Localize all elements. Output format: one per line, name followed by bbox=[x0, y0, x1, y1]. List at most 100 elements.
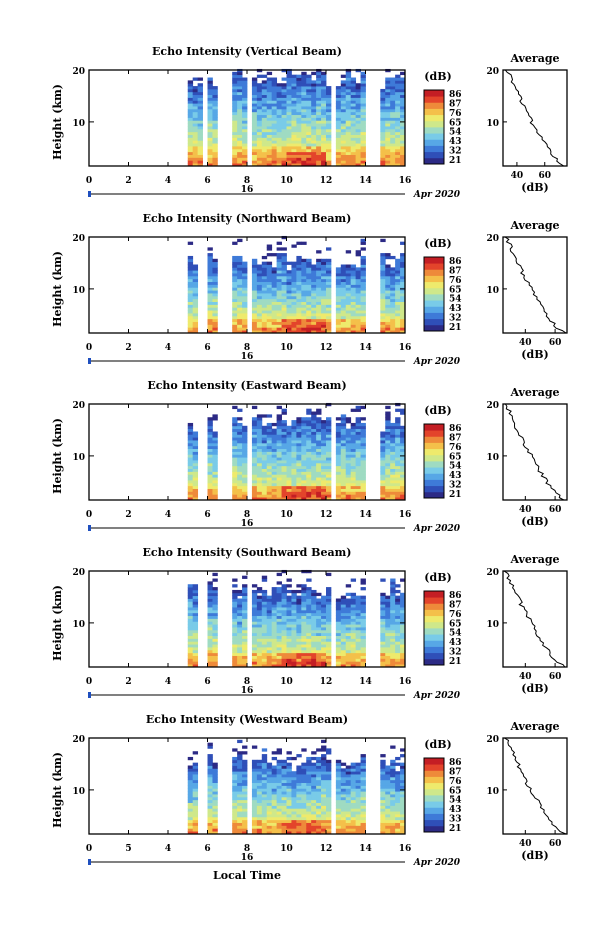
heatmap-cell bbox=[296, 262, 301, 265]
heatmap-cell bbox=[301, 426, 306, 429]
heatmap-cell bbox=[188, 658, 193, 661]
heatmap-cell bbox=[296, 653, 301, 656]
heatmap-cell bbox=[306, 287, 311, 290]
heatmap-cell bbox=[232, 117, 237, 120]
heatmap-cell bbox=[237, 432, 242, 435]
timeline-start-marker bbox=[88, 692, 91, 698]
heatmap-cell bbox=[390, 132, 395, 135]
heatmap-cell bbox=[356, 327, 361, 330]
heatmap-cell bbox=[380, 477, 385, 480]
heatmap-cell bbox=[188, 120, 193, 123]
heatmap-cell bbox=[306, 443, 311, 446]
heatmap-cell bbox=[316, 449, 321, 452]
heatmap-cell bbox=[237, 117, 242, 120]
heatmap-cell bbox=[212, 454, 217, 457]
heatmap-cell bbox=[262, 817, 267, 820]
heatmap-cell bbox=[188, 265, 193, 268]
heatmap-cell bbox=[326, 636, 331, 639]
heatmap-cell bbox=[306, 483, 311, 486]
colorbar-segment bbox=[424, 449, 444, 456]
heatmap-cell bbox=[326, 800, 331, 803]
heatmap-cell bbox=[390, 610, 395, 613]
heatmap-cell bbox=[208, 780, 213, 783]
heatmap-cell bbox=[336, 143, 341, 146]
heatmap-cell bbox=[321, 607, 326, 610]
heatmap-cell bbox=[262, 636, 267, 639]
heatmap-cell bbox=[277, 426, 282, 429]
heatmap-cell bbox=[291, 650, 296, 653]
heatmap-cell bbox=[326, 751, 331, 754]
heatmap-cell bbox=[277, 621, 282, 624]
heatmap-cell bbox=[277, 92, 282, 95]
heatmap-cell bbox=[326, 783, 331, 786]
heatmap-cell bbox=[291, 95, 296, 98]
heatmap-cell bbox=[291, 653, 296, 656]
heatmap-cell bbox=[311, 299, 316, 302]
heatmap-cell bbox=[291, 106, 296, 109]
heatmap-cell bbox=[306, 417, 311, 420]
heatmap-cell bbox=[311, 610, 316, 613]
average-frame bbox=[503, 571, 567, 667]
heatmap-cell bbox=[277, 95, 282, 98]
heatmap-cell bbox=[242, 137, 247, 140]
heatmap-cell bbox=[272, 123, 277, 126]
heatmap-cell bbox=[242, 443, 247, 446]
heatmap-cell bbox=[232, 440, 237, 443]
heatmap-cell bbox=[267, 429, 272, 432]
heatmap-cell bbox=[380, 653, 385, 656]
heatmap-cell bbox=[341, 106, 346, 109]
heatmap-cell bbox=[306, 587, 311, 590]
heatmap-cell bbox=[272, 322, 277, 325]
heatmap-cell bbox=[385, 440, 390, 443]
heatmap-cell bbox=[311, 89, 316, 92]
heatmap-cell bbox=[346, 644, 351, 647]
average-x-label: (dB) bbox=[521, 515, 548, 528]
heatmap-cell bbox=[356, 152, 361, 155]
heatmap-cell bbox=[380, 641, 385, 644]
heatmap-cell bbox=[346, 647, 351, 650]
heatmap-cell bbox=[277, 797, 282, 800]
heatmap-cell bbox=[242, 653, 247, 656]
heatmap-cell bbox=[287, 788, 292, 791]
heatmap-cell bbox=[277, 783, 282, 786]
heatmap-cell bbox=[282, 817, 287, 820]
heatmap-cell bbox=[306, 469, 311, 472]
heatmap-cell bbox=[395, 324, 400, 327]
heatmap-cell bbox=[311, 489, 316, 492]
heatmap-cell bbox=[346, 129, 351, 132]
heatmap-cell bbox=[262, 135, 267, 138]
heatmap-cell bbox=[341, 327, 346, 330]
heatmap-cell bbox=[198, 112, 203, 115]
heatmap-cell bbox=[385, 661, 390, 664]
heatmap-cell bbox=[272, 106, 277, 109]
heatmap-cell bbox=[252, 307, 257, 310]
heatmap-cell bbox=[326, 273, 331, 276]
heatmap-cell bbox=[277, 656, 282, 659]
average-y-tick-label: 20 bbox=[486, 401, 499, 411]
heatmap-cell bbox=[237, 100, 242, 103]
heatmap-cell bbox=[311, 469, 316, 472]
heatmap-cell bbox=[380, 112, 385, 115]
heatmap-cell bbox=[237, 466, 242, 469]
heatmap-cell bbox=[267, 106, 272, 109]
heatmap-cell bbox=[311, 302, 316, 305]
heatmap-cell bbox=[361, 616, 366, 619]
heatmap-cell bbox=[316, 785, 321, 788]
heatmap-cell bbox=[346, 123, 351, 126]
heatmap-cell bbox=[208, 92, 213, 95]
heatmap-cell bbox=[212, 109, 217, 112]
heatmap-cell bbox=[321, 491, 326, 494]
heatmap-cell bbox=[395, 437, 400, 440]
heatmap-cell bbox=[272, 112, 277, 115]
heatmap-cell bbox=[361, 644, 366, 647]
heatmap-cell bbox=[336, 656, 341, 659]
heatmap-cell bbox=[287, 95, 292, 98]
heatmap-cell bbox=[272, 429, 277, 432]
heatmap-cell bbox=[380, 276, 385, 279]
heatmap-cell bbox=[212, 633, 217, 636]
heatmap-cell bbox=[282, 820, 287, 823]
heatmap-cell bbox=[188, 661, 193, 664]
heatmap-cell bbox=[385, 109, 390, 112]
heatmap-cell bbox=[321, 123, 326, 126]
heatmap-cell bbox=[252, 596, 257, 599]
